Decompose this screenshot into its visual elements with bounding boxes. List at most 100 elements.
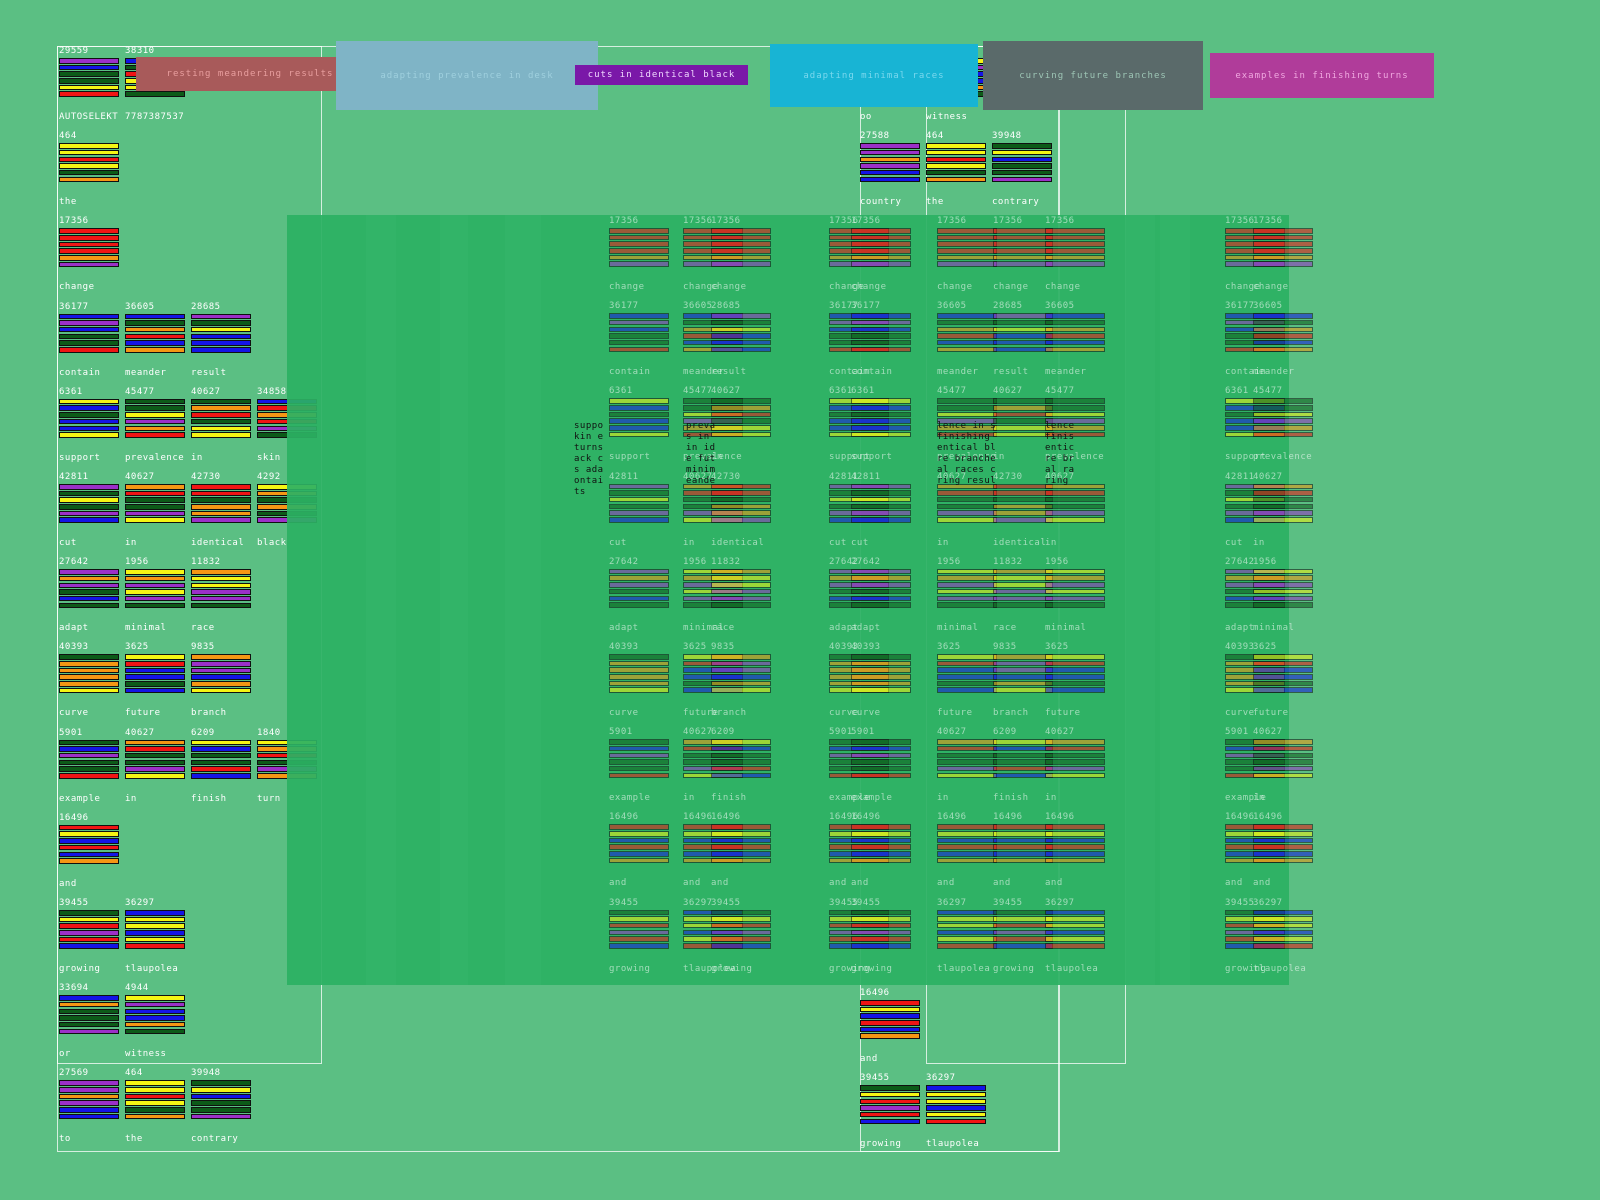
word-tile[interactable]: 6361 support <box>59 387 121 464</box>
word-tile[interactable]: 42811 cut <box>851 472 913 549</box>
tag-curving-future-branches[interactable]: curving future branches <box>983 41 1203 110</box>
word-tile[interactable]: 11832 race <box>993 557 1055 634</box>
word-tile[interactable]: 28685 result <box>191 302 253 379</box>
word-tile[interactable]: 3625 future <box>125 642 187 719</box>
word-tile[interactable]: 16496 and <box>937 812 999 889</box>
word-tile[interactable]: 36605 meander <box>125 302 187 379</box>
word-tile[interactable]: 16496 and <box>609 812 671 889</box>
word-tile[interactable]: 16496 and <box>1253 812 1315 889</box>
word-tile[interactable]: 40627 in <box>125 472 187 549</box>
word-tile[interactable]: 28685 result <box>711 301 773 378</box>
word-tile[interactable]: 16496 and <box>993 812 1055 889</box>
word-tile[interactable]: 16496 and <box>1045 812 1107 889</box>
word-tile[interactable]: 36297 tlaupolea <box>926 1073 988 1150</box>
word-tile[interactable]: 36177 contain <box>59 302 121 379</box>
word-tile[interactable]: 40627 in <box>993 386 1055 463</box>
tag-cuts-identical-black[interactable]: cuts in identical black <box>575 65 748 85</box>
tag-examples-finishing-turns[interactable]: examples in finishing turns <box>1210 53 1434 98</box>
word-tile[interactable]: 40627 in <box>711 386 773 463</box>
word-tile[interactable]: 36177 contain <box>851 301 913 378</box>
word-tile[interactable]: 39455 growing <box>609 898 671 975</box>
word-tile[interactable]: 27588 country <box>860 131 922 208</box>
word-tile[interactable]: 1956 minimal <box>1045 557 1107 634</box>
word-tile[interactable]: 36297 tlaupolea <box>125 898 187 975</box>
word-tile[interactable]: 6209 finish <box>711 727 773 804</box>
word-tile[interactable]: 45477 prevalence <box>937 386 999 463</box>
word-tile[interactable]: 17356 change <box>937 216 999 293</box>
word-tile[interactable]: 16496 and <box>59 813 121 890</box>
word-tile[interactable]: 36605 meander <box>1253 301 1315 378</box>
word-tile[interactable]: 5901 example <box>59 728 121 805</box>
word-tile[interactable]: 464 the <box>59 131 121 208</box>
word-tile[interactable]: 6361 support <box>609 386 671 463</box>
word-tile[interactable]: 9835 branch <box>993 642 1055 719</box>
word-tile[interactable]: 39455 growing <box>860 1073 922 1150</box>
word-tile[interactable]: 1956 minimal <box>125 557 187 634</box>
word-tile[interactable]: 40627 in <box>1045 727 1107 804</box>
word-tile[interactable]: 39455 growing <box>59 898 121 975</box>
word-tile[interactable]: 9835 branch <box>191 642 253 719</box>
word-tile[interactable]: 40393 curve <box>609 642 671 719</box>
word-tile[interactable]: 4944 witness <box>125 983 187 1060</box>
word-tile[interactable]: 45477 prevalence <box>1253 386 1315 463</box>
word-tile[interactable]: 40393 curve <box>851 642 913 719</box>
word-tile[interactable]: 39948 contrary <box>191 1068 253 1145</box>
word-tile[interactable]: 40627 in <box>937 472 999 549</box>
word-tile[interactable]: 45477 prevalence <box>1045 386 1107 463</box>
word-tile[interactable]: 40627 in <box>1253 727 1315 804</box>
word-tile[interactable]: 464 the <box>926 131 988 208</box>
word-tile[interactable]: 6361 support <box>851 386 913 463</box>
word-tile[interactable]: 42730 identical <box>711 472 773 549</box>
word-tile[interactable]: 11832 race <box>711 557 773 634</box>
word-tile[interactable]: 17356 change <box>993 216 1055 293</box>
word-tile[interactable]: 36297 tlaupolea <box>1253 898 1315 975</box>
word-tile[interactable]: 40627 in <box>937 727 999 804</box>
word-tile[interactable]: 40393 curve <box>59 642 121 719</box>
word-tile[interactable]: 3625 future <box>1253 642 1315 719</box>
word-tile[interactable]: 6209 finish <box>191 728 253 805</box>
word-tile[interactable]: 3625 future <box>937 642 999 719</box>
word-tile[interactable]: 27642 adapt <box>609 557 671 634</box>
tag-adapting-prevalence[interactable]: adapting prevalence in desk <box>336 41 598 110</box>
word-tile[interactable]: 27569 to <box>59 1068 121 1145</box>
word-tile[interactable]: 17356 change <box>711 216 773 293</box>
word-tile[interactable]: 36297 tlaupolea <box>1045 898 1107 975</box>
word-tile[interactable]: 40627 in <box>1045 472 1107 549</box>
tag-resting-meandering-results[interactable]: resting meandering results <box>136 57 364 91</box>
word-tile[interactable]: 27642 adapt <box>59 557 121 634</box>
word-tile[interactable]: 6209 finish <box>993 727 1055 804</box>
word-tile[interactable]: 16496 and <box>711 812 773 889</box>
word-tile[interactable]: 39455 growing <box>851 898 913 975</box>
word-tile[interactable]: 9835 branch <box>711 642 773 719</box>
word-tile[interactable]: 42811 cut <box>59 472 121 549</box>
word-tile[interactable]: 17356 change <box>1045 216 1107 293</box>
word-tile[interactable]: 40627 in <box>1253 472 1315 549</box>
word-tile[interactable]: 36297 tlaupolea <box>937 898 999 975</box>
word-tile[interactable]: 39455 growing <box>993 898 1055 975</box>
word-tile[interactable]: 39948 contrary <box>992 131 1054 208</box>
word-tile[interactable]: 5901 example <box>851 727 913 804</box>
word-tile[interactable]: 5901 example <box>609 727 671 804</box>
word-tile[interactable]: 17356 change <box>1253 216 1315 293</box>
word-tile[interactable]: 39455 growing <box>711 898 773 975</box>
word-tile[interactable]: 17356 change <box>851 216 913 293</box>
word-tile[interactable]: 36605 meander <box>937 301 999 378</box>
word-tile[interactable]: 29559 AUTOSELEKT <box>59 46 121 123</box>
word-tile[interactable]: 42811 cut <box>609 472 671 549</box>
word-tile[interactable]: 36605 meander <box>1045 301 1107 378</box>
word-tile[interactable]: 464 the <box>125 1068 187 1145</box>
tag-adapting-minimal-races[interactable]: adapting minimal races <box>770 44 978 107</box>
word-tile[interactable]: 16496 and <box>860 988 922 1065</box>
word-tile[interactable]: 16496 and <box>851 812 913 889</box>
word-tile[interactable]: 33694 or <box>59 983 121 1060</box>
word-tile[interactable]: 27642 adapt <box>851 557 913 634</box>
word-tile[interactable]: 1956 minimal <box>1253 557 1315 634</box>
word-tile[interactable]: 42730 identical <box>993 472 1055 549</box>
word-tile[interactable]: 3625 future <box>1045 642 1107 719</box>
word-tile[interactable]: 17356 change <box>609 216 671 293</box>
word-tile[interactable]: 1956 minimal <box>937 557 999 634</box>
word-tile[interactable]: 36177 contain <box>609 301 671 378</box>
word-tile[interactable]: 28685 result <box>993 301 1055 378</box>
word-tile[interactable]: 40627 in <box>191 387 253 464</box>
word-tile[interactable]: 17356 change <box>59 216 121 293</box>
